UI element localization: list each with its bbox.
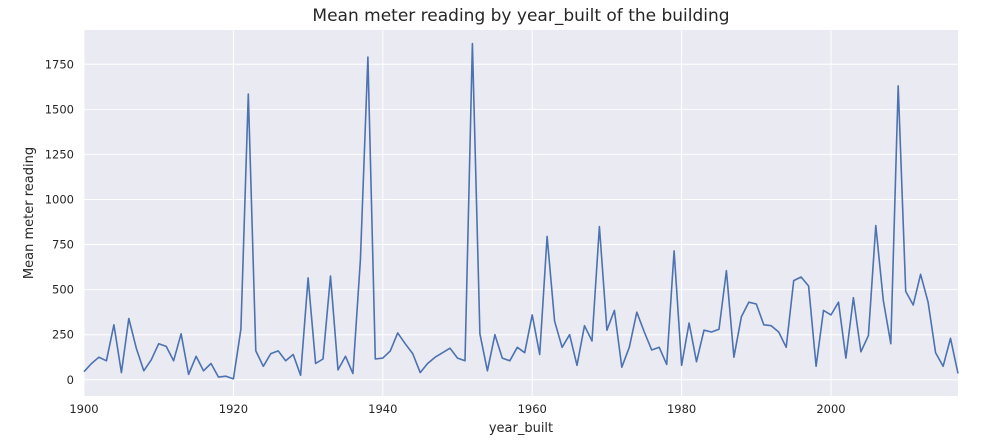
x-tick-label: 1940 [368, 402, 397, 416]
y-tick-label: 1750 [45, 57, 74, 71]
chart-title: Mean meter reading by year_built of the … [312, 6, 729, 26]
y-tick-label: 250 [52, 328, 74, 342]
y-tick-label: 500 [52, 283, 74, 297]
y-gridlines [84, 63, 958, 381]
x-tick-label: 1920 [219, 402, 248, 416]
y-tick-labels: 0 250 500 750 1000 1250 1500 1750 [45, 57, 74, 387]
x-tick-label: 1900 [69, 402, 98, 416]
y-tick-label: 1250 [45, 147, 74, 161]
y-tick-label: 1000 [45, 192, 74, 206]
series-line [83, 42, 959, 380]
y-axis-label: Mean meter reading [22, 147, 37, 279]
x-tick-labels: 1900 1920 1940 1960 1980 2000 [69, 402, 845, 416]
y-tick-label: 750 [52, 238, 74, 252]
x-tick-label: 1960 [518, 402, 547, 416]
y-tick-label: 0 [67, 373, 74, 387]
x-tick-label: 1980 [667, 402, 696, 416]
x-tick-label: 2000 [816, 402, 845, 416]
x-axis-label: year_built [489, 421, 553, 436]
y-tick-label: 1500 [45, 102, 74, 116]
plot-background [84, 30, 958, 396]
